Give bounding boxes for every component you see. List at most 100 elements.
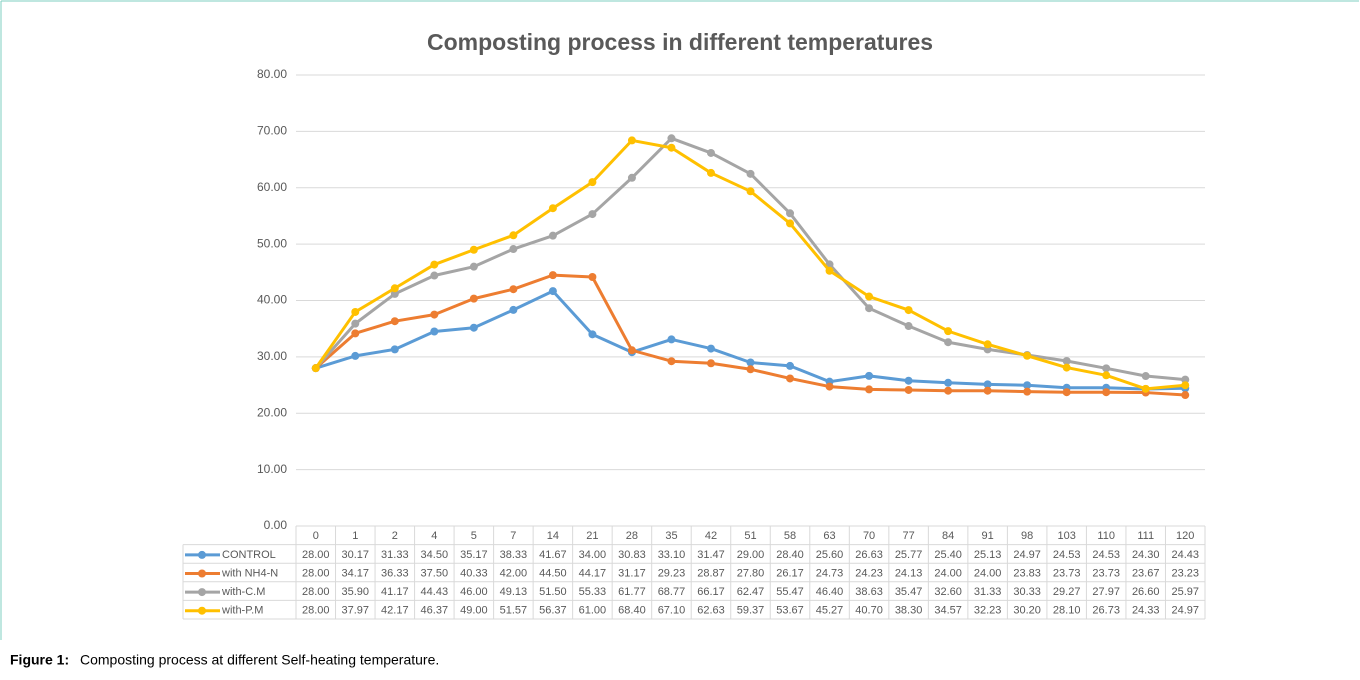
table-cell: 29.00 [737, 549, 765, 561]
legend-label: CONTROL [222, 549, 276, 561]
y-tick-label: 30.00 [257, 349, 287, 363]
data-point [746, 365, 755, 374]
table-cell: 49.00 [460, 605, 488, 617]
table-cell: 37.97 [342, 605, 370, 617]
table-cell: 26.63 [855, 549, 883, 561]
data-point [865, 371, 874, 380]
data-point [390, 317, 399, 326]
table-cell: 55.47 [776, 586, 804, 598]
x-tick-label: 91 [982, 530, 994, 542]
data-point [1023, 381, 1032, 390]
data-point [509, 231, 518, 240]
legend-label: with-C.M [221, 586, 265, 598]
data-point [627, 173, 636, 182]
x-tick-label: 51 [744, 530, 756, 542]
data-point [469, 245, 478, 254]
x-tick-label: 1 [352, 530, 358, 542]
data-point [983, 340, 992, 349]
table-cell: 30.33 [1013, 586, 1041, 598]
series-line [314, 273, 1186, 397]
data-point [746, 169, 755, 178]
table-cell: 41.17 [381, 586, 409, 598]
y-tick-label: 20.00 [257, 405, 287, 419]
table-cell: 24.43 [1171, 549, 1199, 561]
x-tick-label: 111 [1137, 530, 1154, 542]
y-tick-label: 50.00 [257, 236, 287, 250]
table-cell: 44.43 [421, 586, 449, 598]
table-cell: 23.73 [1053, 567, 1081, 579]
table-cell: 31.17 [618, 567, 646, 579]
data-point [430, 260, 439, 269]
table-cell: 24.00 [974, 567, 1002, 579]
table-cell: 25.77 [895, 549, 923, 561]
data-point [390, 289, 399, 298]
table-cell: 42.00 [500, 567, 528, 579]
y-tick-label: 70.00 [257, 124, 287, 138]
series-line [315, 289, 1186, 391]
table-cell: 23.73 [1092, 567, 1120, 579]
table-cell: 27.97 [1092, 586, 1120, 598]
data-point [706, 359, 715, 368]
legend-key-marker [198, 588, 206, 597]
data-point [430, 327, 439, 336]
table-cell: 55.33 [579, 586, 607, 598]
x-tick-label: 98 [1021, 530, 1033, 542]
data-point [944, 327, 953, 336]
data-point [667, 357, 676, 366]
table-cell: 26.17 [776, 567, 804, 579]
x-tick-label: 120 [1176, 530, 1194, 542]
data-point [351, 319, 360, 328]
table-cell: 28.00 [302, 586, 330, 598]
y-tick-label: 80.00 [257, 67, 287, 81]
table-cell: 26.60 [1132, 586, 1160, 598]
data-point [588, 178, 597, 187]
table-cell: 49.13 [500, 586, 528, 598]
x-tick-label: 35 [665, 530, 677, 542]
data-point [469, 294, 478, 303]
table-cell: 24.13 [895, 567, 923, 579]
data-point [667, 143, 676, 152]
caption-label: Figure 1: [10, 652, 69, 668]
table-cell: 29.23 [658, 567, 686, 579]
data-point [1062, 363, 1071, 372]
table-cell: 40.70 [855, 605, 883, 617]
data-point [548, 204, 557, 213]
x-tick-label: 4 [431, 530, 437, 542]
data-point [588, 272, 597, 281]
table-cell: 38.30 [895, 605, 923, 617]
data-point [509, 285, 518, 294]
data-point [351, 307, 360, 316]
data-point [627, 136, 636, 145]
data-point [588, 210, 597, 219]
table-cell: 33.10 [658, 549, 686, 561]
data-point [1181, 381, 1190, 390]
x-tick-label: 0 [313, 530, 319, 542]
table-cell: 25.40 [934, 549, 962, 561]
y-tick-label: 0.00 [264, 518, 288, 532]
table-cell: 25.13 [974, 549, 1002, 561]
data-point [825, 266, 834, 275]
table-cell: 62.47 [737, 586, 765, 598]
table-cell: 32.23 [974, 605, 1002, 617]
table-cell: 28.00 [302, 567, 330, 579]
data-point [706, 344, 715, 353]
table-cell: 41.67 [539, 549, 567, 561]
x-tick-label: 5 [471, 530, 477, 542]
table-cell: 23.23 [1171, 567, 1199, 579]
legend-label: with NH4-N [221, 567, 278, 579]
data-point [1181, 391, 1190, 400]
data-point [509, 245, 518, 254]
x-tick-label: 42 [705, 530, 717, 542]
y-tick-label: 10.00 [257, 462, 287, 476]
legend-key-marker [198, 550, 206, 559]
table-cell: 28.00 [302, 549, 330, 561]
data-point [1023, 351, 1032, 360]
x-tick-label: 63 [823, 530, 835, 542]
data-point [904, 306, 913, 315]
table-cell: 35.90 [342, 586, 370, 598]
data-point [509, 305, 518, 314]
data-point [706, 168, 715, 177]
legend-label: with-P.M [221, 605, 263, 617]
data-point [667, 134, 676, 143]
table-cell: 24.00 [934, 567, 962, 579]
